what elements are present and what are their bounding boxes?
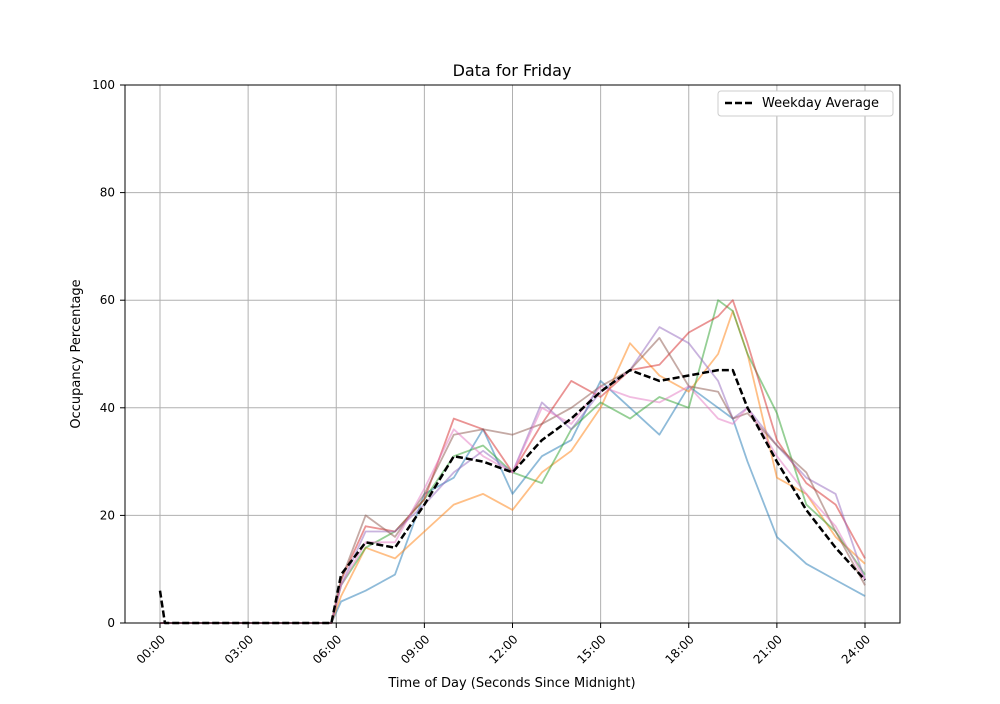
chart-title: Data for Friday [453, 61, 572, 80]
y-tick-label: 80 [100, 186, 115, 200]
y-axis-label: Occupancy Percentage [69, 279, 84, 428]
x-tick-label: 00:00 [134, 632, 168, 666]
x-tick-label: 21:00 [751, 632, 785, 666]
legend: Weekday Average [717, 90, 894, 117]
legend-label: Weekday Average [762, 96, 879, 111]
series-line-weekday-average [158, 368, 866, 625]
y-tick-label: 20 [100, 508, 115, 522]
x-tick-label: 24:00 [839, 632, 873, 666]
series-line-1 [160, 379, 866, 624]
x-tick-label: 06:00 [310, 632, 344, 666]
y-tick-label: 100 [92, 78, 115, 92]
x-tick-label: 15:00 [574, 632, 608, 666]
y-tick-label: 40 [100, 401, 115, 415]
x-tick-label: 03:00 [222, 632, 256, 666]
x-tick-label: 18:00 [663, 632, 697, 666]
legend-box [717, 90, 894, 117]
x-axis-label: Time of Day (Seconds Since Midnight) [387, 676, 635, 691]
y-tick-label: 0 [107, 616, 115, 630]
y-tick-label: 60 [100, 293, 115, 307]
x-tick-label: 12:00 [486, 632, 520, 666]
x-tick-label: 09:00 [398, 632, 432, 666]
series-line-2 [160, 310, 866, 624]
